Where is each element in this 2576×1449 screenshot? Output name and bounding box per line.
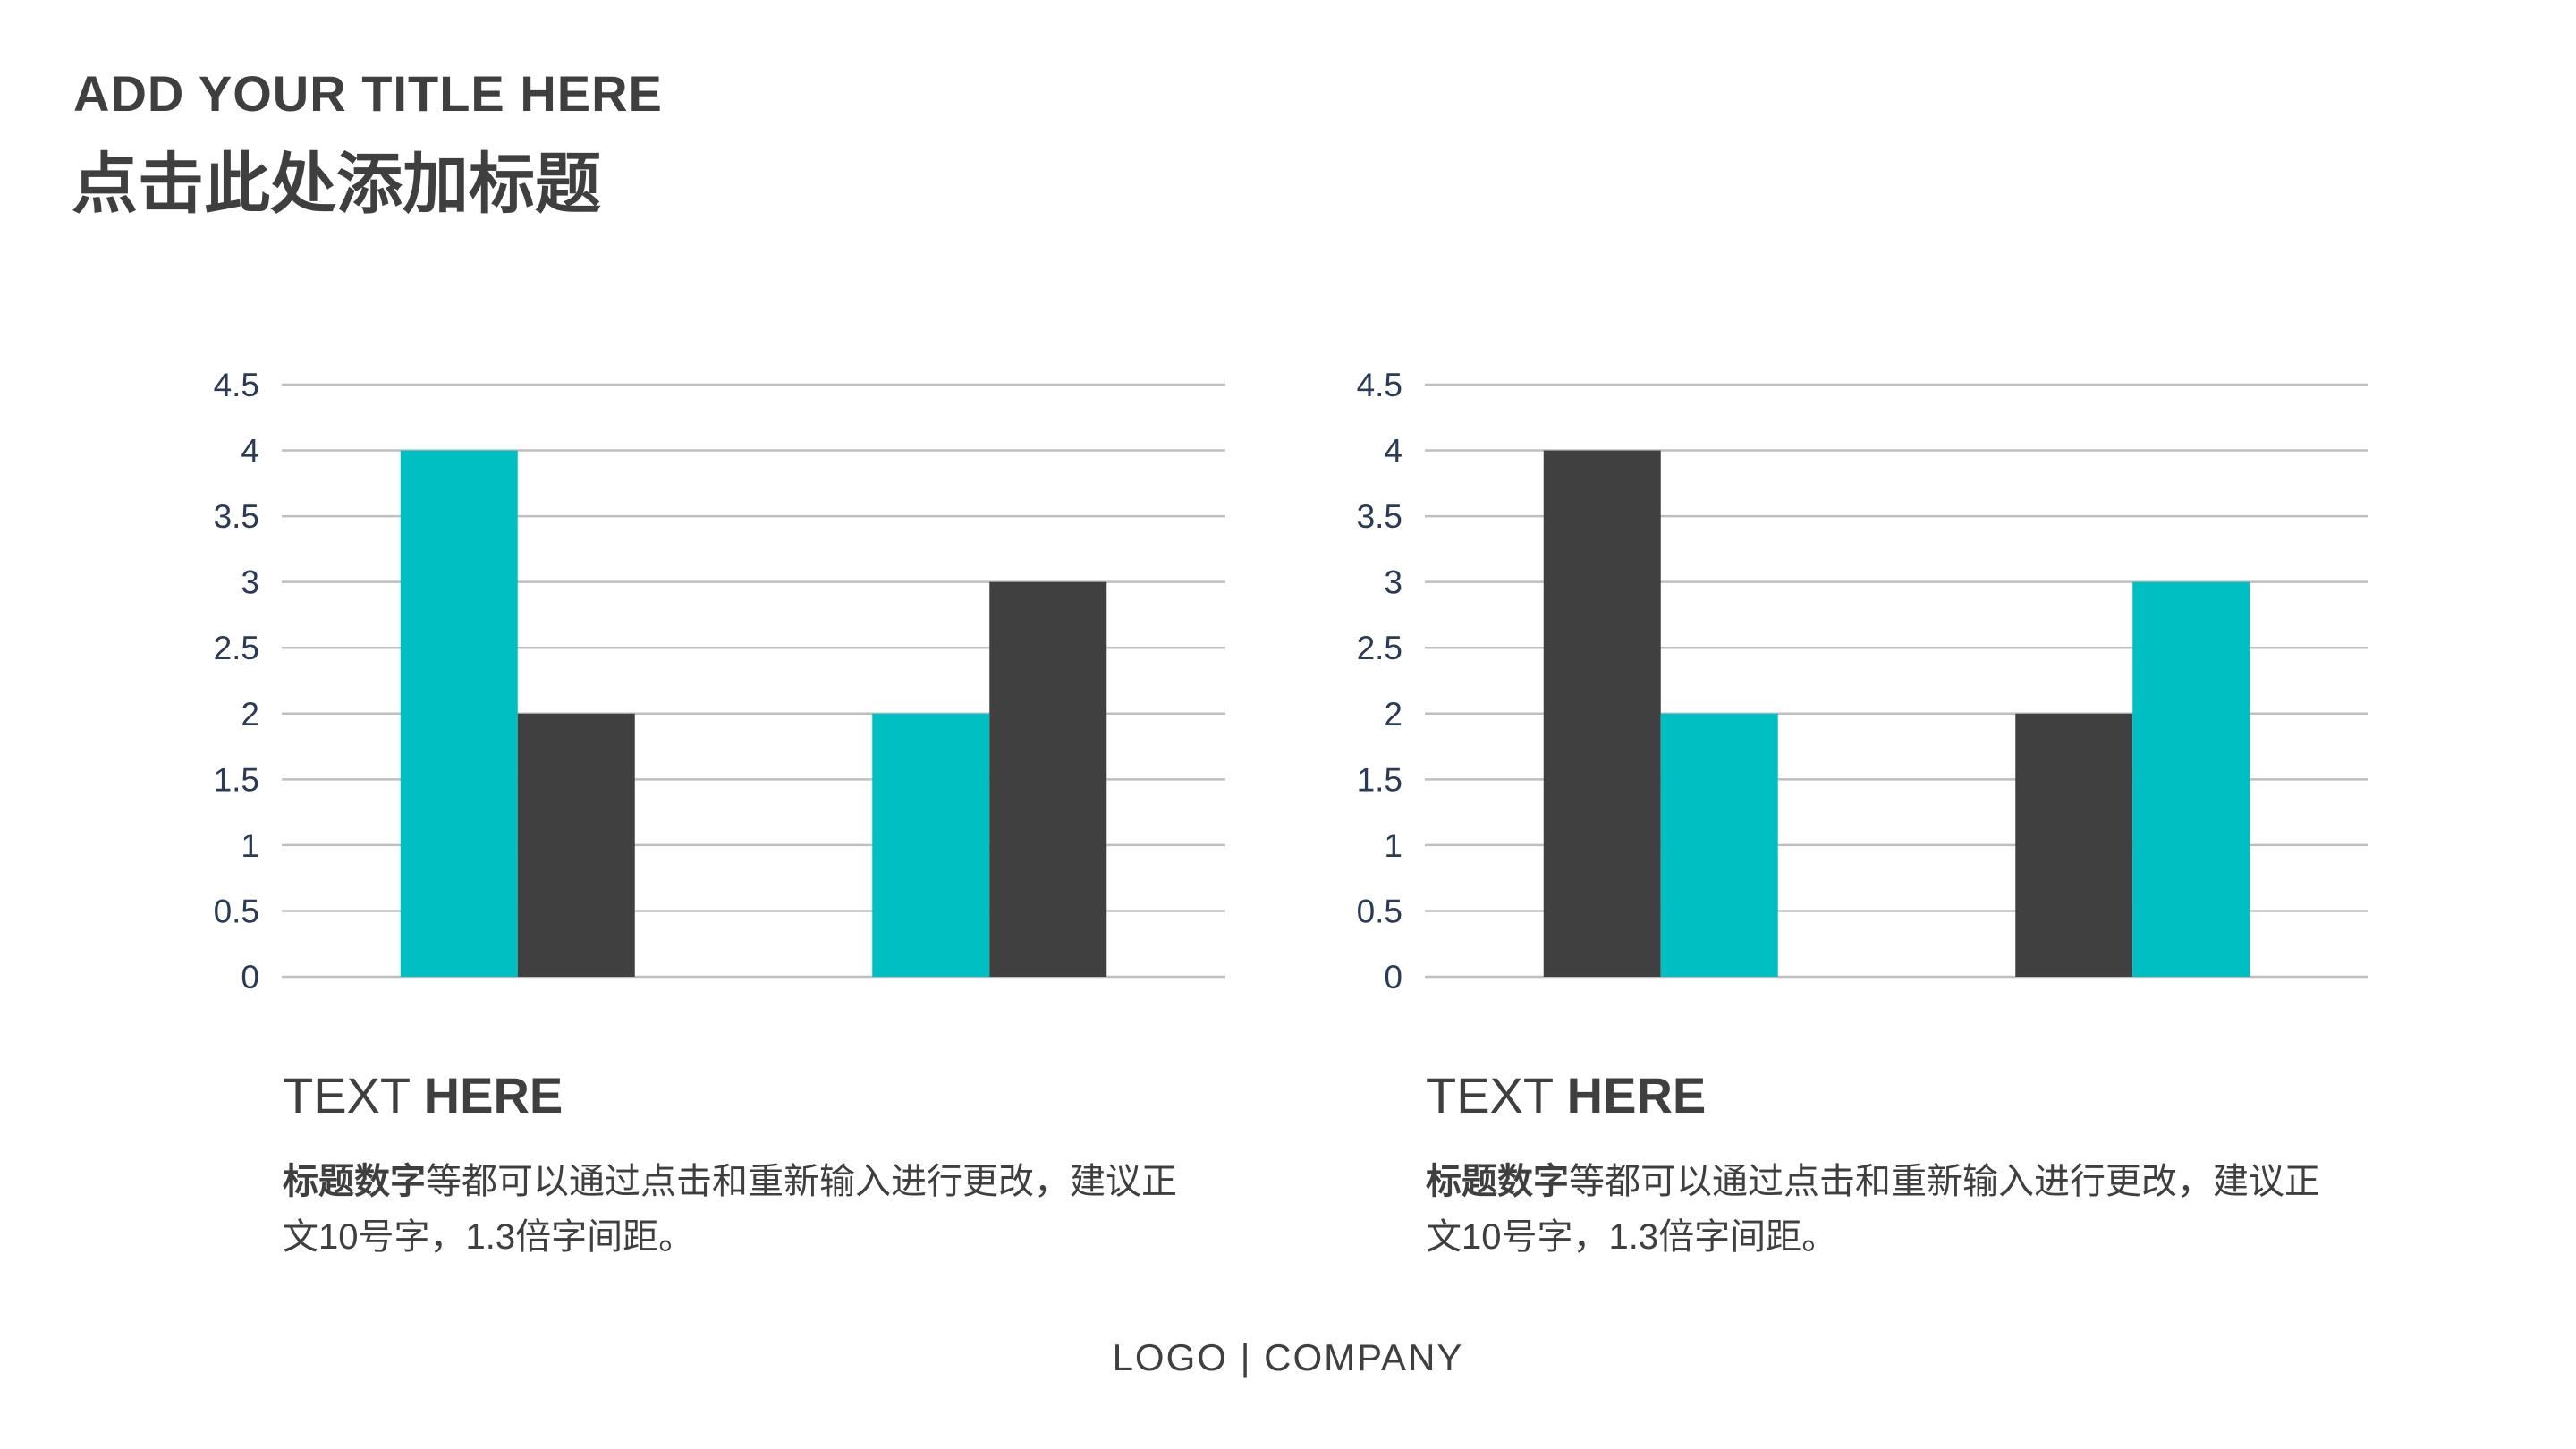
text-heading-bold: HERE (423, 1067, 564, 1123)
y-tick-label: 3 (1384, 564, 1402, 601)
body-bold: 标题数字 (283, 1162, 426, 1201)
y-tick-label: 4 (241, 433, 259, 470)
text-heading-bold: HERE (1566, 1067, 1707, 1123)
body-paragraph-right: 标题数字等都可以通过点击和重新输入进行更改，建议正文10号字，1.3倍字间距。 (1426, 1154, 2320, 1265)
bar-1-series-2 (1660, 713, 1778, 977)
y-tick-label: 2.5 (214, 630, 259, 666)
y-tick-label: 4 (1384, 433, 1402, 470)
y-tick-label: 3 (241, 564, 259, 601)
bar-2-series-2 (989, 581, 1107, 977)
bar-chart-left: 0 0.5 1 1.5 2 2.5 3 3.5 4 4.5 (214, 367, 1225, 996)
y-tick-label: 1 (241, 827, 259, 864)
y-tick-label: 2 (241, 696, 259, 733)
text-heading-left: TEXT HERE (283, 1066, 563, 1124)
body-text: 等都可以通过点击和重新输入进行更改，建议正文10号字，1.3倍字间距。 (1426, 1162, 2320, 1257)
y-tick-label: 1.5 (1357, 761, 1402, 798)
body-text: 等都可以通过点击和重新输入进行更改，建议正文10号字，1.3倍字间距。 (283, 1162, 1177, 1257)
y-tick-label: 0.5 (1357, 893, 1402, 929)
page-title-cn: 点击此处添加标题 (72, 147, 601, 221)
y-tick-label: 0.5 (214, 893, 259, 929)
y-tick-label: 4.5 (1357, 367, 1402, 403)
body-bold: 标题数字 (1426, 1162, 1569, 1201)
y-tick-label: 2 (1384, 696, 1402, 733)
y-tick-label: 0 (1384, 959, 1402, 996)
bar-1-series-2 (517, 713, 635, 977)
y-tick-label: 2.5 (1357, 630, 1402, 666)
bar-2-series-1 (2015, 713, 2133, 977)
bar-1-series-1 (1543, 450, 1661, 977)
bar-1-series-1 (400, 450, 518, 977)
footer-logo-company: LOGO | COMPANY (1112, 1336, 1464, 1378)
body-paragraph-left: 标题数字等都可以通过点击和重新输入进行更改，建议正文10号字，1.3倍字间距。 (283, 1154, 1177, 1265)
y-tick-label: 0 (241, 959, 259, 996)
y-tick-label: 1 (1384, 827, 1402, 864)
text-heading-light: TEXT (1426, 1067, 1567, 1123)
y-tick-label: 3.5 (1357, 498, 1402, 535)
y-tick-label: 4.5 (214, 367, 259, 403)
bar-chart-right: 0 0.5 1 1.5 2 2.5 3 3.5 4 4.5 (1357, 367, 2368, 996)
text-heading-right: TEXT HERE (1426, 1066, 1706, 1124)
bar-2-series-1 (872, 713, 990, 977)
y-tick-label: 1.5 (214, 761, 259, 798)
y-tick-label: 3.5 (214, 498, 259, 535)
bar-2-series-2 (2132, 581, 2250, 977)
page-title-en: ADD YOUR TITLE HERE (73, 65, 663, 122)
text-heading-light: TEXT (283, 1067, 424, 1123)
